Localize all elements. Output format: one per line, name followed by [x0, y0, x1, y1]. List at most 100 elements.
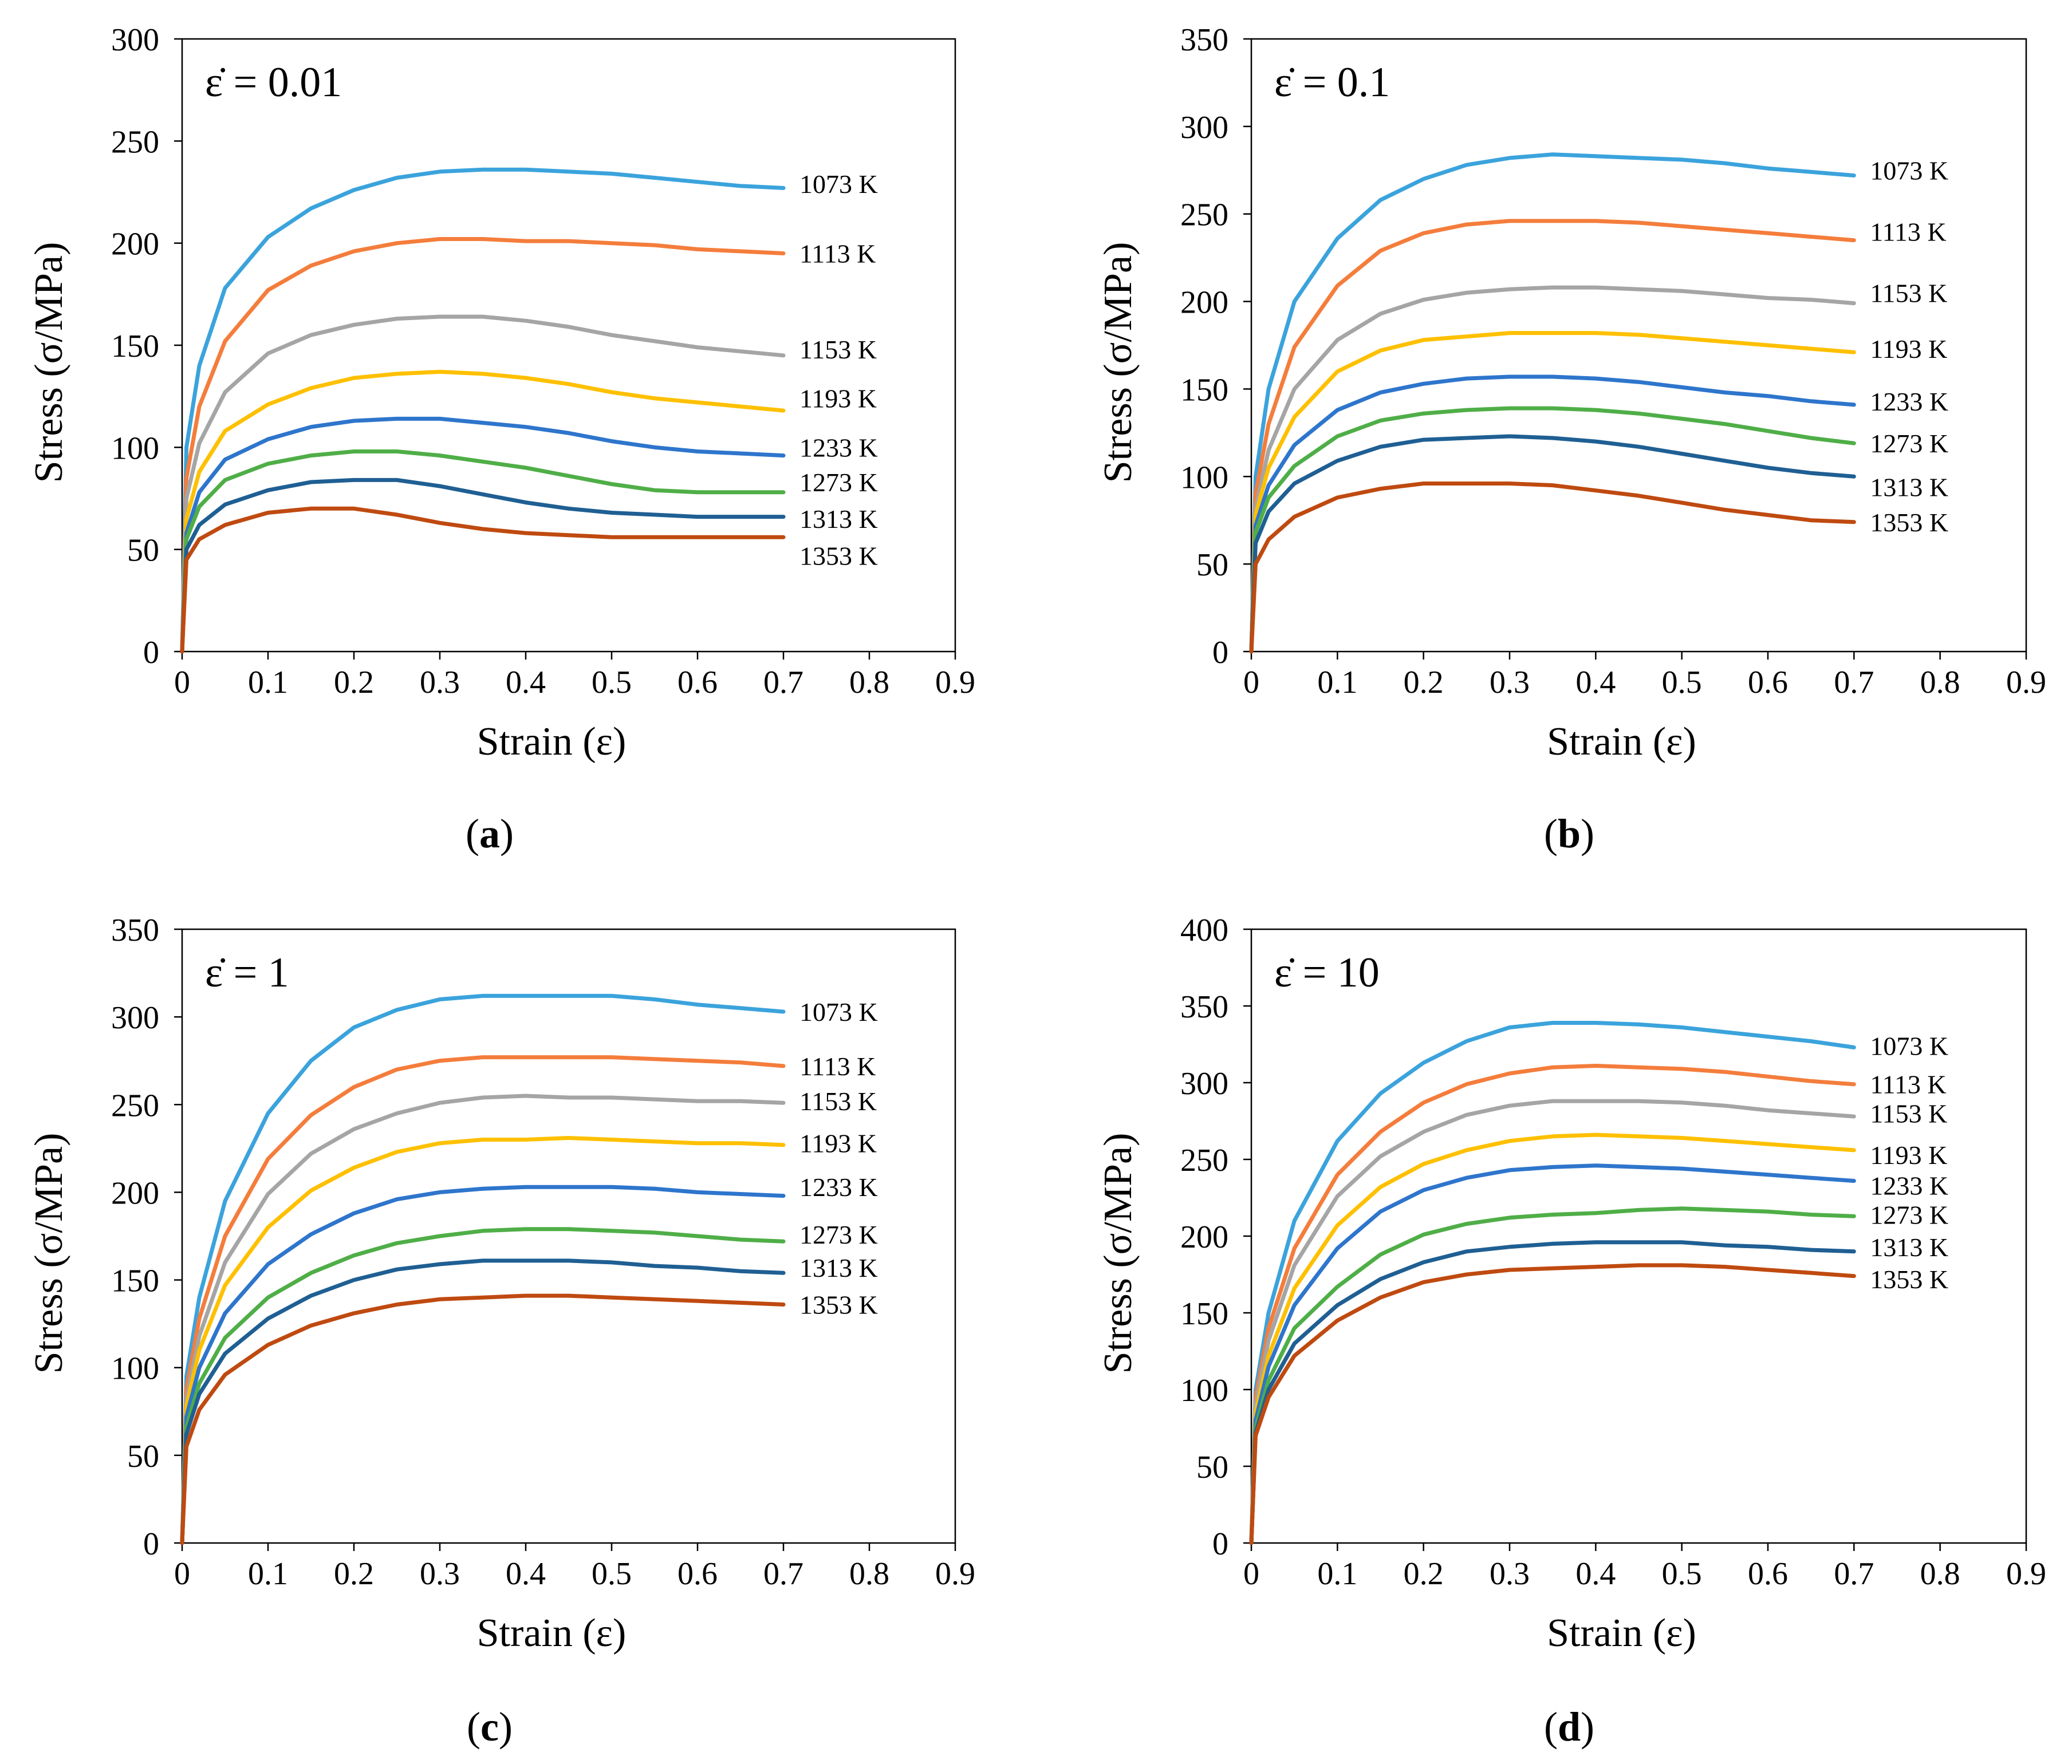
caption-letter: c	[480, 1704, 499, 1750]
series-line-1233k	[180, 416, 786, 654]
y-tick-label: 300	[1180, 1066, 1228, 1102]
x-tick-label: 0.5	[1662, 1556, 1702, 1592]
x-tick-label: 0.3	[420, 665, 460, 700]
y-tick-label: 100	[111, 431, 159, 466]
series-label: 1233 K	[1870, 387, 1948, 416]
chart-panel-c: 0 0.1 0.2 0.3 0.4 0.5 0.6 0.7 0.8 0.9 0 50 100 150 200…	[27, 913, 975, 1750]
series-label: 1153 K	[799, 1087, 877, 1116]
y-tick-label: 100	[1180, 1373, 1228, 1408]
series-line-1273k	[1249, 406, 1856, 654]
series-label: 1233 K	[1870, 1171, 1948, 1201]
chart-panel-b: 0 0.1 0.2 0.3 0.4 0.5 0.6 0.7 0.8 0.9 0 50 100 150 200…	[1096, 22, 2046, 857]
plot-area	[181, 928, 956, 1544]
y-tick-label: 250	[111, 1088, 159, 1123]
x-tick-label: 0.2	[1404, 1556, 1444, 1592]
x-tick-label: 0.6	[1748, 1556, 1788, 1592]
caption-letter: a	[479, 811, 500, 857]
x-tick-label: 0.8	[1920, 1556, 1960, 1592]
chart-panel-d: 0 0.1 0.2 0.3 0.4 0.5 0.6 0.7 0.8 0.9 0 50 100 150 200…	[1096, 913, 2046, 1750]
panel-caption: (a)	[466, 811, 514, 857]
y-tick-label: 50	[127, 533, 159, 569]
series-label: 1193 K	[1870, 334, 1947, 364]
series-line-1113k	[180, 237, 786, 654]
series-label: 1233 K	[799, 433, 878, 462]
series-label: 1193 K	[1870, 1141, 1947, 1170]
series-line-1073k	[1249, 1021, 1856, 1545]
x-tick-label: 0.4	[1575, 665, 1616, 700]
series-label: 1273 K	[1870, 429, 1948, 458]
strain-rate-label: ε̇ = 0.01	[205, 59, 342, 106]
x-tick-label: 0.4	[506, 1556, 546, 1592]
y-tick-label: 150	[1180, 1296, 1228, 1332]
series-line-1313k	[180, 1258, 786, 1545]
x-tick-label: 0.1	[248, 665, 288, 700]
x-axis-title: Strain (ε)	[1547, 1611, 1696, 1655]
x-tick-label: 0	[1243, 665, 1259, 700]
y-tick-label: 0	[1212, 635, 1228, 670]
y-tick-label: 300	[111, 1000, 159, 1036]
panel-caption: (d)	[1544, 1704, 1594, 1750]
x-tick-label: 0.9	[2006, 1556, 2046, 1592]
y-tick-label: 350	[111, 913, 159, 948]
series-label: 1153 K	[799, 335, 877, 364]
y-tick-label: 350	[1180, 22, 1228, 58]
series-line-1353k	[1249, 482, 1856, 654]
series-label: 1273 K	[1870, 1200, 1948, 1229]
y-axis-title: Stress (σ/MPa)	[27, 242, 71, 483]
y-tick-label: 0	[143, 635, 159, 670]
x-tick-label: 0.4	[1575, 1556, 1616, 1592]
y-axis-title: Stress (σ/MPa)	[27, 1133, 71, 1374]
y-tick-label: 150	[111, 329, 159, 364]
panel-caption: (c)	[467, 1704, 513, 1750]
y-tick-label: 200	[111, 1175, 159, 1211]
x-tick-label: 0.5	[592, 1556, 632, 1592]
series-label: 1193 K	[799, 384, 877, 413]
y-tick-label: 100	[1180, 460, 1228, 495]
y-tick-label: 150	[1180, 372, 1228, 408]
series-line-1273k	[180, 1227, 786, 1545]
x-tick-label: 0.9	[935, 665, 975, 700]
y-tick-label: 200	[1180, 1220, 1228, 1255]
series-line-1153k	[1249, 1099, 1856, 1545]
series-label: 1193 K	[799, 1129, 877, 1158]
series-line-1193k	[180, 369, 786, 654]
y-tick-label: 400	[1180, 913, 1228, 948]
x-tick-label: 0.7	[763, 665, 803, 700]
x-tick-label: 0.7	[1834, 1556, 1874, 1592]
x-tick-label: 0.8	[849, 665, 889, 700]
x-tick-label: 0.7	[763, 1556, 803, 1592]
series-line-1273k	[1249, 1206, 1856, 1545]
x-tick-label: 0.7	[1834, 665, 1874, 700]
series-label: 1313 K	[1870, 473, 1948, 502]
x-tick-label: 0.9	[935, 1556, 975, 1592]
x-tick-label: 0.8	[1920, 665, 1960, 700]
caption-close-paren: )	[1581, 811, 1594, 857]
x-tick-label: 0.1	[248, 1556, 288, 1592]
series-line-1073k	[180, 167, 786, 654]
x-tick-label: 0.3	[1490, 1556, 1530, 1592]
series-line-1353k	[180, 506, 786, 654]
series-label: 1113 K	[799, 1052, 876, 1081]
x-tick-label: 0.5	[1662, 665, 1702, 700]
x-tick-label: 0.2	[1404, 665, 1444, 700]
series-label: 1313 K	[1870, 1233, 1948, 1262]
x-tick-label: 0.6	[1748, 665, 1788, 700]
series-line-1113k	[1249, 219, 1856, 654]
x-tick-label: 0.6	[677, 1556, 718, 1592]
series-label: 1233 K	[799, 1173, 878, 1202]
y-axis-title: Stress (σ/MPa)	[1096, 1133, 1140, 1374]
caption-open-paren: (	[1544, 811, 1558, 857]
series-label: 1073 K	[1870, 1032, 1948, 1061]
y-tick-label: 50	[1196, 1450, 1228, 1485]
y-tick-label: 50	[1196, 547, 1228, 583]
series-line-1113k	[1249, 1064, 1856, 1545]
x-tick-label: 0.9	[2006, 665, 2046, 700]
x-tick-label: 0.4	[506, 665, 546, 700]
series-label: 1313 K	[799, 1253, 878, 1282]
series-line-1193k	[1249, 331, 1856, 654]
x-tick-label: 0.1	[1317, 665, 1357, 700]
series-line-1233k	[1249, 374, 1856, 654]
plot-area	[1250, 38, 2027, 653]
series-label: 1313 K	[799, 504, 878, 534]
y-tick-label: 0	[143, 1526, 159, 1562]
